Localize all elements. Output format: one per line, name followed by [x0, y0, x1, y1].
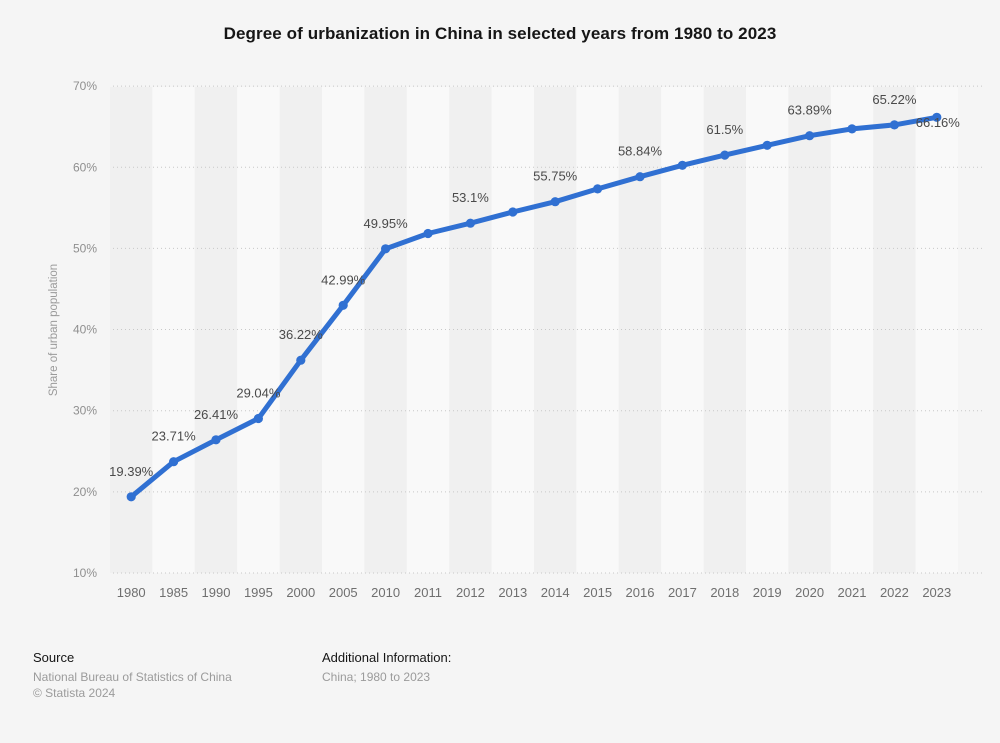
data-point-markers [126, 112, 942, 502]
y-tick-30%: 30% [73, 404, 97, 418]
point-label-2018: 61.5% [706, 122, 743, 137]
line-chart: 10% 20% 30% 40% 50% 60% 70% 1980 1985 1990 1995 20… [48, 79, 983, 600]
y-tick-70%: 70% [73, 79, 97, 93]
plot-band-1995 [237, 87, 280, 573]
x-tick-2013: 2013 [498, 585, 527, 600]
data-point-1980[interactable] [126, 492, 136, 502]
plot-band-2000 [279, 87, 322, 573]
x-tick-1995: 1995 [244, 585, 273, 600]
x-tick-2021: 2021 [838, 585, 867, 600]
x-tick-2005: 2005 [329, 585, 358, 600]
data-point-2016[interactable] [635, 172, 645, 182]
data-point-2021[interactable] [847, 124, 857, 134]
point-label-2010: 49.95% [364, 216, 409, 231]
x-tick-2011: 2011 [414, 585, 442, 600]
x-tick-2010: 2010 [371, 585, 400, 600]
chart-title: Degree of urbanization in China in selec… [223, 24, 777, 43]
point-label-2020: 63.89% [788, 103, 833, 118]
x-tick-2017: 2017 [668, 585, 697, 600]
plot-band-2012 [449, 87, 492, 573]
point-label-1980: 19.39% [109, 464, 154, 479]
series-line [128, 114, 940, 500]
x-tick-2020: 2020 [795, 585, 824, 600]
y-tick-20%: 20% [73, 485, 97, 499]
x-tick-2023: 2023 [922, 585, 951, 600]
x-tick-1980: 1980 [117, 585, 146, 600]
y-tick-40%: 40% [73, 323, 97, 337]
data-point-2020[interactable] [805, 131, 815, 141]
plot-band-2005 [322, 87, 365, 573]
plot-band-2018 [703, 87, 746, 573]
y-tick-10%: 10% [73, 566, 97, 580]
y-axis-tick-labels: 10% 20% 30% 40% 50% 60% 70% [73, 79, 97, 580]
point-label-2016: 58.84% [618, 144, 663, 159]
y-tick-60%: 60% [73, 160, 97, 174]
plot-band-2014 [534, 87, 577, 573]
x-axis-tick-labels: 1980 1985 1990 1995 2000 2005 2010 2011 2012 2013… [117, 585, 952, 600]
point-label-2022: 65.22% [872, 92, 917, 107]
additional-info-heading: Additional Information: [322, 650, 452, 665]
data-point-2022[interactable] [889, 120, 900, 130]
x-tick-2019: 2019 [753, 585, 782, 600]
x-tick-2014: 2014 [541, 585, 570, 600]
plot-band-2023 [915, 87, 958, 573]
point-label-1990: 26.41% [194, 407, 239, 422]
x-tick-1985: 1985 [159, 585, 188, 600]
x-tick-2015: 2015 [583, 585, 612, 600]
additional-info-value: China; 1980 to 2023 [322, 670, 431, 684]
point-label-2014: 55.75% [533, 169, 578, 184]
point-label-2023: 66.16% [916, 115, 961, 130]
data-point-1995[interactable] [253, 413, 263, 424]
data-point-2011[interactable] [423, 228, 433, 239]
data-point-2023[interactable] [932, 112, 942, 122]
point-label-2005: 42.99% [321, 272, 366, 287]
x-tick-2016: 2016 [626, 585, 655, 600]
gridlines [113, 85, 983, 574]
data-point-2013[interactable] [508, 207, 518, 217]
data-point-2010[interactable] [381, 244, 391, 254]
point-label-2000: 36.22% [279, 327, 324, 342]
point-label-1985: 23.71% [152, 429, 197, 444]
plot-band-2019 [746, 87, 789, 573]
x-tick-2000: 2000 [286, 585, 315, 600]
plot-band-2022 [873, 87, 916, 573]
data-point-labels: 19.39% 23.71% 26.41% 29.04% 36.22% 42.99% 49.9… [109, 92, 960, 479]
data-point-2019[interactable] [762, 140, 772, 150]
data-point-2014[interactable] [550, 197, 560, 207]
source-name: National Bureau of Statistics of China [33, 670, 232, 684]
copyright-notice: © Statista 2024 [33, 686, 116, 700]
data-point-2018[interactable] [720, 150, 730, 160]
point-label-2012: 53.1% [452, 190, 489, 205]
y-axis-label: Share of urban population [48, 264, 60, 396]
y-tick-50%: 50% [73, 241, 97, 255]
data-point-2012[interactable] [465, 218, 475, 228]
plot-column-bands [110, 87, 958, 573]
x-tick-2022: 2022 [880, 585, 909, 600]
data-point-1985[interactable] [169, 457, 179, 467]
data-point-1990[interactable] [211, 435, 221, 445]
data-point-2000[interactable] [296, 355, 306, 365]
data-point-2017[interactable] [677, 160, 688, 170]
data-point-2015[interactable] [593, 184, 603, 194]
source-block: Source National Bureau of Statistics of … [33, 650, 232, 701]
plot-band-2013 [491, 87, 534, 573]
source-heading: Source [33, 650, 75, 665]
additional-info-block: Additional Information: China; 1980 to 2… [322, 650, 451, 685]
x-tick-2012: 2012 [456, 585, 485, 600]
data-point-2005[interactable] [338, 300, 348, 310]
x-tick-2018: 2018 [710, 585, 739, 600]
x-tick-1990: 1990 [202, 585, 231, 600]
point-label-1995: 29.04% [236, 386, 281, 401]
